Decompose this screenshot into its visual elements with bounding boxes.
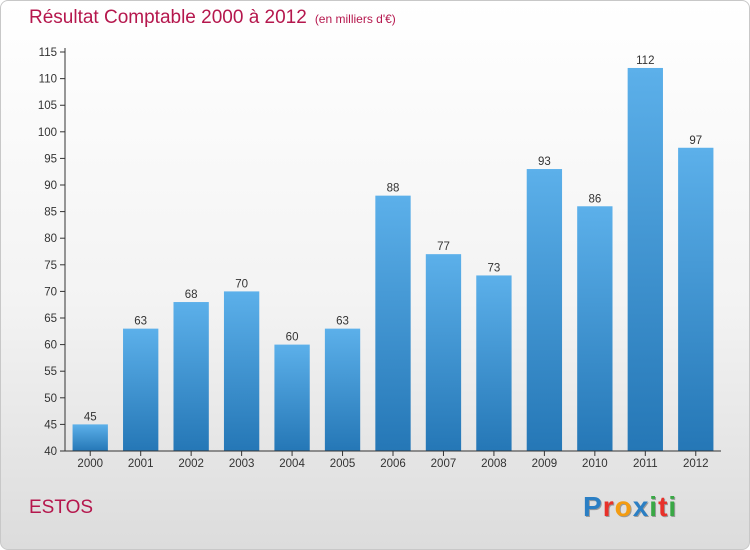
bar-2003 (223, 291, 260, 451)
bar-2007 (425, 254, 462, 451)
logo-letter: i (668, 491, 678, 522)
x-tick-label-2006: 2006 (380, 458, 406, 470)
x-tick-label-2007: 2007 (431, 458, 457, 470)
x-tick-label-2011: 2011 (633, 458, 658, 470)
x-tick-label-2003: 2003 (229, 458, 255, 470)
y-tick-label: 70 (44, 286, 57, 298)
data-label-2006: 88 (387, 183, 400, 195)
data-label-2009: 93 (538, 156, 551, 168)
y-tick-label: 40 (44, 446, 57, 458)
bars: 45 63 68 70 60 63 88 77 73 93 86 112 97 (72, 55, 714, 452)
y-tick-label: 45 (44, 419, 57, 431)
data-label-2002: 68 (185, 289, 198, 301)
x-tick-label-2012: 2012 (683, 458, 709, 470)
data-label-2012: 97 (689, 135, 702, 147)
data-label-2000: 45 (84, 411, 97, 423)
y-tick-label: 85 (44, 207, 57, 219)
data-label-2004: 60 (286, 332, 299, 344)
y-tick-label: 115 (39, 47, 57, 59)
bar-2010 (577, 206, 613, 451)
y-tick-label: 75 (44, 260, 57, 272)
x-tick-label-2000: 2000 (77, 458, 103, 470)
commune-name: ESTOS (29, 497, 94, 518)
bar-2011 (627, 67, 663, 452)
logo-letter: P (583, 491, 603, 522)
logo-letter: x (632, 491, 650, 522)
bar-2008 (476, 275, 512, 451)
bar-2000 (72, 424, 108, 451)
x-tick-label-2004: 2004 (279, 458, 305, 470)
y-tick-label: 60 (44, 340, 57, 352)
logo-letter: r (602, 491, 615, 522)
bar-2002 (173, 302, 209, 451)
chart-subtitle: (en milliers d'€) (314, 12, 396, 26)
logo-letter: o (614, 491, 633, 522)
data-label-2005: 63 (336, 316, 349, 328)
y-tick-label: 100 (38, 127, 57, 139)
y-tick-label: 50 (44, 393, 57, 405)
x-tick-label-2009: 2009 (532, 458, 558, 470)
x-axis: 2000 2001 2002 2003 2004 2005 2006 2007 2008 2009… (65, 450, 721, 470)
data-label-2003: 70 (235, 278, 248, 290)
data-label-2007: 77 (437, 241, 450, 253)
bar-2001 (123, 328, 159, 451)
y-tick-label: 65 (44, 313, 57, 325)
logo-letter: t (658, 491, 669, 522)
data-label-2001: 63 (134, 316, 147, 328)
bar-2005 (324, 328, 361, 451)
bar-2009 (526, 169, 563, 452)
x-tick-label-2001: 2001 (128, 458, 154, 470)
chart-title: Résultat Comptable 2000 à 2012 (29, 7, 307, 28)
bar-2012 (678, 147, 714, 451)
bar-2006 (375, 195, 411, 451)
data-label-2010: 86 (588, 193, 601, 205)
data-label-2008: 73 (488, 262, 501, 274)
proxiti-logo[interactable]: Proxiti (583, 491, 677, 523)
y-tick-label: 90 (44, 180, 57, 192)
x-tick-label-2008: 2008 (481, 458, 507, 470)
y-tick-label: 55 (44, 366, 57, 378)
data-label-2011: 112 (636, 55, 654, 67)
logo-letter: i (649, 491, 659, 522)
x-tick-label-2010: 2010 (582, 458, 608, 470)
y-tick-label: 95 (44, 153, 57, 165)
y-tick-label: 105 (38, 100, 57, 112)
bar-2004 (274, 344, 310, 451)
x-tick-label-2005: 2005 (330, 458, 356, 470)
y-axis: 40 45 50 55 60 65 70 75 80 85 90 95 100 105 110 115 (38, 47, 66, 458)
title-row: Résultat Comptable 2000 à 2012 (en millie… (29, 7, 396, 29)
y-tick-label: 80 (44, 233, 57, 245)
y-tick-label: 110 (39, 74, 57, 86)
x-tick-label-2002: 2002 (178, 458, 204, 470)
